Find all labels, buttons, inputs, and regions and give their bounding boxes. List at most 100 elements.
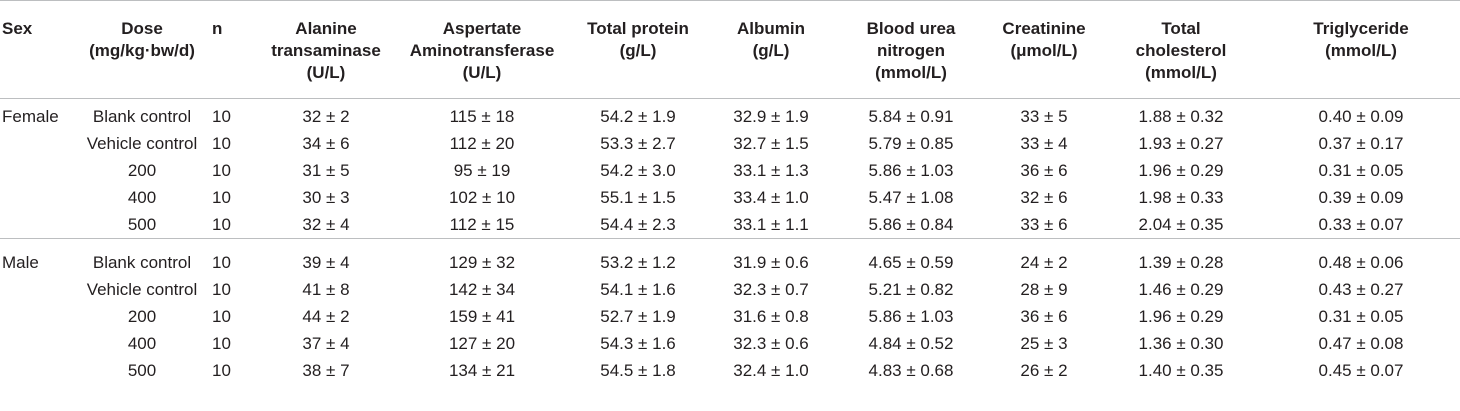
cell-triglyceride: 0.40 ± 0.09: [1318, 107, 1404, 126]
cell-albumin: 31.9 ± 0.6: [733, 253, 809, 272]
header-albumin: Albumin (g/L): [708, 1, 834, 99]
header-line: cholesterol: [1135, 41, 1227, 60]
header-line: (mmol/L): [1325, 41, 1397, 60]
table-row: Vehicle control 10 34 ± 6 112 ± 20 53.3 ± 2.…: [0, 130, 1460, 157]
cell-blood-urea-nitrogen: 5.21 ± 0.82: [868, 280, 954, 299]
cell-blood-urea-nitrogen: 4.84 ± 0.52: [868, 334, 954, 353]
cell-dose: Blank control: [92, 107, 192, 126]
header-line: (g/L): [752, 41, 790, 60]
table-row: Male Blank control 10 39 ± 4 129 ± 32 53.2 ± …: [0, 249, 1460, 276]
table-row: Female Blank control 10 32 ± 2 115 ± 18 54.2 …: [0, 103, 1460, 130]
cell-sex: [0, 211, 72, 239]
cell-aspertate-aminotransferase: 95 ± 19: [453, 161, 511, 180]
cell-total-protein: 54.5 ± 1.8: [600, 361, 676, 380]
header-line: transaminase: [271, 41, 381, 60]
header-alanine-transaminase: Alanine transaminase (U/L): [256, 1, 396, 99]
header-line: Albumin: [737, 19, 805, 38]
cell-creatinine: 33 ± 4: [1020, 134, 1068, 153]
cell-total-protein: 53.2 ± 1.2: [600, 253, 676, 272]
cell-dose: 500: [127, 361, 157, 380]
cell-dose: 200: [127, 307, 157, 326]
header-line: Dose: [121, 19, 163, 38]
cell-n: 10: [212, 253, 231, 272]
cell-alanine-transaminase: 44 ± 2: [302, 307, 350, 326]
cell-total-protein: 54.2 ± 1.9: [600, 107, 676, 126]
header-line: (mg/kg·bw/d): [89, 41, 195, 60]
header-line: (g/L): [619, 41, 657, 60]
cell-albumin: 32.3 ± 0.7: [733, 280, 809, 299]
cell-sex: [0, 184, 72, 211]
cell-dose: 400: [127, 188, 157, 207]
cell-blood-urea-nitrogen: 5.79 ± 0.85: [868, 134, 954, 153]
cell-aspertate-aminotransferase: 159 ± 41: [448, 307, 516, 326]
table-row: 400 10 37 ± 4 127 ± 20 54.3 ± 1.6 32.3 ± 0.6 4…: [0, 330, 1460, 357]
cell-alanine-transaminase: 34 ± 6: [302, 134, 350, 153]
cell-n: 10: [212, 215, 231, 234]
header-row: Sex Dose (mg/kg·bw/d) n Alanine transamina…: [0, 0, 1460, 99]
cell-albumin: 33.1 ± 1.3: [733, 161, 809, 180]
cell-n: 10: [212, 134, 231, 153]
header-line: Triglyceride: [1313, 19, 1409, 38]
cell-alanine-transaminase: 30 ± 3: [302, 188, 350, 207]
header-line: Alanine: [295, 19, 357, 38]
cell-creatinine: 32 ± 6: [1020, 188, 1068, 207]
cell-sex: Male: [2, 253, 39, 272]
cell-triglyceride: 0.31 ± 0.05: [1318, 307, 1404, 326]
header-line: (U/L): [306, 63, 346, 82]
cell-blood-urea-nitrogen: 5.86 ± 0.84: [868, 215, 954, 234]
header-sex: Sex: [0, 1, 72, 99]
cell-total-protein: 54.3 ± 1.6: [600, 334, 676, 353]
cell-dose: Vehicle control: [86, 280, 198, 299]
cell-alanine-transaminase: 41 ± 8: [302, 280, 350, 299]
header-line: Aminotransferase: [409, 41, 555, 60]
header-line: Sex: [2, 19, 33, 38]
cell-creatinine: 33 ± 5: [1020, 107, 1068, 126]
cell-alanine-transaminase: 38 ± 7: [302, 361, 350, 380]
header-line: n: [212, 19, 223, 38]
cell-alanine-transaminase: 39 ± 4: [302, 253, 350, 272]
cell-dose: 500: [127, 215, 157, 234]
cell-creatinine: 25 ± 3: [1020, 334, 1068, 353]
header-triglyceride: Triglyceride (mmol/L): [1262, 1, 1460, 99]
cell-total-cholesterol: 1.96 ± 0.29: [1138, 307, 1224, 326]
cell-dose: Vehicle control: [86, 134, 198, 153]
cell-total-cholesterol: 2.04 ± 0.35: [1138, 215, 1224, 234]
group-spacer: [0, 238, 1460, 249]
cell-albumin: 32.7 ± 1.5: [733, 134, 809, 153]
cell-total-cholesterol: 1.36 ± 0.30: [1138, 334, 1224, 353]
header-creatinine: Creatinine (μmol/L): [988, 1, 1100, 99]
table-body: Female Blank control 10 32 ± 2 115 ± 18 54.2 …: [0, 99, 1460, 385]
cell-total-protein: 54.4 ± 2.3: [600, 215, 676, 234]
cell-sex: [0, 303, 72, 330]
cell-creatinine: 28 ± 9: [1020, 280, 1068, 299]
cell-blood-urea-nitrogen: 5.86 ± 1.03: [868, 161, 954, 180]
header-line: Aspertate: [442, 19, 522, 38]
cell-sex: [0, 330, 72, 357]
group-spacer-cell: [0, 238, 1460, 249]
cell-creatinine: 36 ± 6: [1020, 161, 1068, 180]
cell-total-protein: 54.2 ± 3.0: [600, 161, 676, 180]
cell-albumin: 31.6 ± 0.8: [733, 307, 809, 326]
cell-aspertate-aminotransferase: 134 ± 21: [448, 361, 516, 380]
cell-albumin: 32.4 ± 1.0: [733, 361, 809, 380]
header-n: n: [212, 1, 256, 99]
cell-albumin: 32.9 ± 1.9: [733, 107, 809, 126]
table-row: 500 10 32 ± 4 112 ± 15 54.4 ± 2.3 33.1 ± 1.1 5…: [0, 211, 1460, 239]
cell-sex: [0, 276, 72, 303]
cell-sex: [0, 130, 72, 157]
cell-total-protein: 55.1 ± 1.5: [600, 188, 676, 207]
cell-creatinine: 33 ± 6: [1020, 215, 1068, 234]
cell-triglyceride: 0.39 ± 0.09: [1318, 188, 1404, 207]
cell-n: 10: [212, 334, 231, 353]
cell-triglyceride: 0.31 ± 0.05: [1318, 161, 1404, 180]
header-total-protein: Total protein (g/L): [568, 1, 708, 99]
cell-n: 10: [212, 188, 231, 207]
table-row: 500 10 38 ± 7 134 ± 21 54.5 ± 1.8 32.4 ± 1.0 4…: [0, 357, 1460, 384]
cell-triglyceride: 0.37 ± 0.17: [1318, 134, 1404, 153]
header-line: (mmol/L): [1145, 63, 1217, 82]
cell-dose: 400: [127, 334, 157, 353]
cell-n: 10: [212, 107, 231, 126]
cell-total-protein: 53.3 ± 2.7: [600, 134, 676, 153]
cell-blood-urea-nitrogen: 4.83 ± 0.68: [868, 361, 954, 380]
header-line: nitrogen: [877, 41, 945, 60]
